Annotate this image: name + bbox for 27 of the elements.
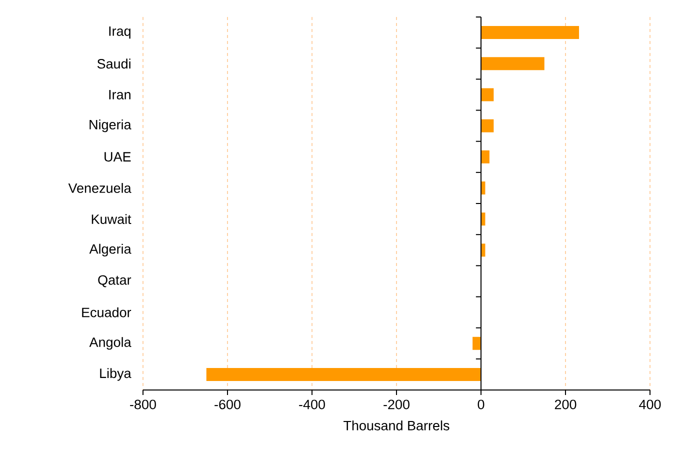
- y-tick-label: Qatar: [98, 275, 132, 288]
- y-tick-label: Saudi: [97, 58, 130, 69]
- x-axis-title: Thousand Barrels: [344, 420, 450, 430]
- bar: [481, 150, 490, 164]
- x-tick-label: -800: [130, 400, 156, 410]
- y-tick-label: Angola: [89, 337, 132, 350]
- y-tick-label: Nigeria: [90, 120, 132, 132]
- y-tick-label: Iraq: [109, 26, 130, 39]
- x-tick-label: -200: [384, 400, 410, 410]
- y-tick-label: Ecuador: [82, 307, 132, 318]
- bar: [481, 57, 544, 70]
- bar: [481, 26, 580, 40]
- x-tick-label: 200: [554, 400, 576, 410]
- y-tick-label: UAE: [104, 152, 131, 162]
- x-tick-label: 0: [478, 400, 484, 410]
- x-tick-label: -400: [299, 400, 325, 410]
- x-tick-label: -600: [214, 400, 240, 410]
- y-tick-label: Iran: [109, 90, 130, 100]
- bar: [206, 368, 482, 381]
- x-tick-label: 400: [639, 400, 661, 410]
- bar: [472, 336, 482, 350]
- bar: [481, 119, 494, 132]
- y-tick-label: Venezuela: [68, 183, 132, 193]
- y-tick-label: Libya: [100, 368, 132, 381]
- y-tick-label: Kuwait: [92, 214, 132, 224]
- y-tick-label: Algeria: [89, 244, 132, 256]
- bar: [481, 88, 494, 102]
